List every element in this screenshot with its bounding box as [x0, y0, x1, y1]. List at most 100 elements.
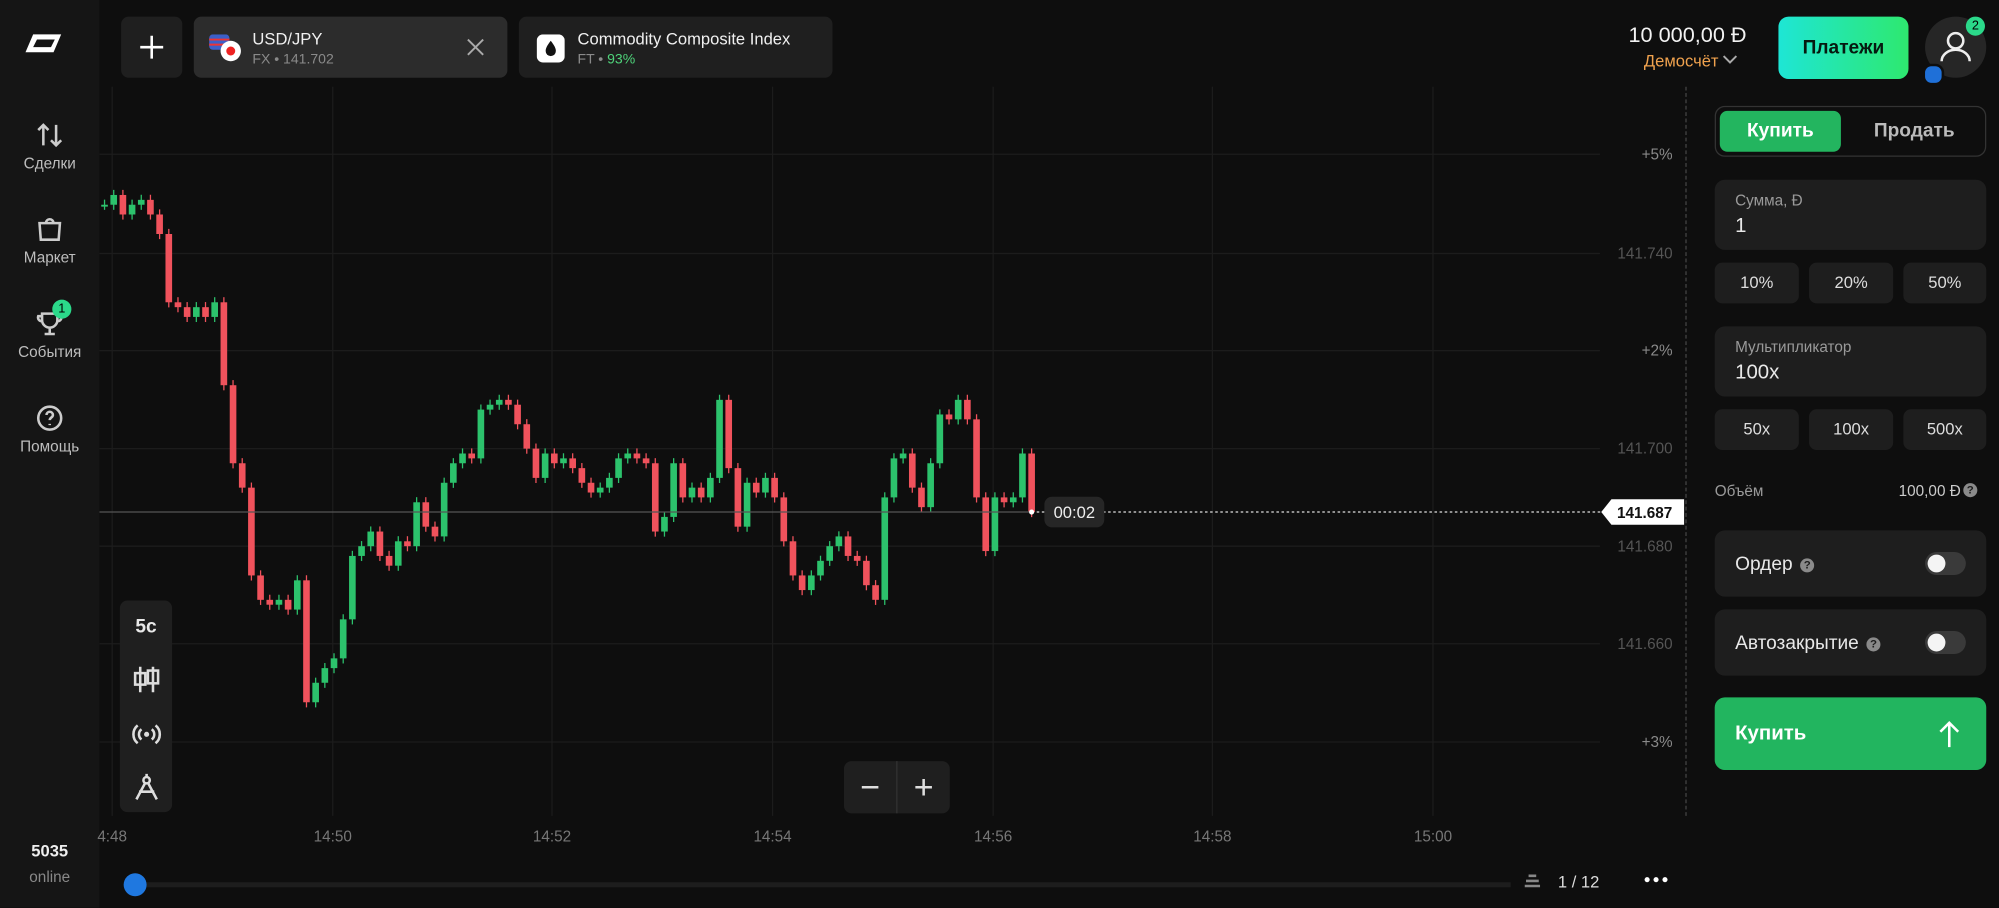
online-label: online — [29, 868, 71, 887]
candle-body — [936, 414, 944, 464]
x-tick-label: 14:54 — [753, 828, 792, 845]
candle-body — [624, 453, 632, 459]
candle-body — [569, 458, 576, 469]
multiplier-field[interactable]: Мультипликатор 100x — [1714, 326, 1987, 397]
account-mode[interactable]: Демосчёт — [1643, 50, 1719, 71]
chip[interactable]: 100x — [1809, 409, 1894, 451]
chart-tools: 5с — [119, 600, 173, 813]
candle-body — [927, 463, 934, 508]
scroll-handle[interactable] — [123, 873, 147, 897]
candle-body — [954, 399, 962, 420]
candle-body — [771, 477, 778, 498]
candle-body — [844, 536, 852, 556]
autoclose-label-wrap: Автозакрытие? — [1735, 632, 1881, 655]
candle-body — [918, 487, 925, 508]
candle-body — [560, 458, 567, 464]
drawing-button[interactable] — [131, 771, 162, 802]
candle-body — [238, 463, 246, 488]
chip[interactable]: 50% — [1903, 262, 1987, 304]
timeframe-button[interactable]: 5с — [135, 615, 157, 638]
nav-help[interactable]: Помощь — [0, 403, 99, 455]
candle-body — [908, 453, 916, 488]
x-tick-label: 14:56 — [974, 828, 1012, 845]
y-tick-label: 141.740 — [1617, 246, 1672, 263]
tab-subtitle: FX • 141.702 — [252, 52, 334, 68]
multiplier-label: Мультипликатор — [1735, 337, 1852, 356]
events-badge: 1 — [52, 299, 72, 319]
amount-field[interactable]: Сумма, Đ 1 — [1714, 179, 1987, 250]
autoclose-toggle[interactable] — [1925, 631, 1966, 655]
price-tag — [1601, 499, 1685, 525]
chip[interactable]: 50x — [1714, 409, 1799, 451]
candle-body — [587, 482, 595, 493]
nav-market[interactable]: Маркет — [0, 214, 99, 266]
candle-body — [422, 502, 430, 527]
candle-body — [991, 497, 999, 552]
autoclose-row: Автозакрытие? — [1714, 609, 1987, 676]
candle-body — [1000, 497, 1008, 503]
candle-body — [615, 458, 622, 478]
status-dot — [1922, 63, 1945, 86]
chip[interactable]: 20% — [1809, 262, 1894, 304]
candle-body — [633, 453, 641, 459]
tab-subtitle: FT • 93% — [578, 52, 636, 67]
chip[interactable]: 10% — [1714, 262, 1799, 304]
candle-body — [431, 526, 439, 537]
payments-button[interactable]: Платежи — [1778, 16, 1909, 80]
candle-body — [808, 575, 815, 591]
candle-body — [863, 560, 870, 586]
candle-body — [789, 541, 797, 576]
commodity-icon — [536, 34, 565, 63]
nav-label: Помощь — [20, 437, 80, 456]
volume-label: Объём — [1714, 481, 1764, 500]
candle-body — [596, 487, 604, 493]
candle-body — [385, 555, 393, 566]
buy-button[interactable]: Купить — [1714, 697, 1987, 771]
nav-events[interactable]: События — [0, 309, 99, 361]
candle-body — [468, 453, 476, 459]
candle-body — [899, 453, 907, 459]
more-button[interactable] — [1642, 872, 1670, 887]
candle-body — [128, 204, 136, 215]
order-label-wrap: Ордер? — [1735, 553, 1815, 575]
candle-body — [826, 546, 834, 561]
help-icon[interactable]: ? — [1800, 558, 1815, 573]
zoom-in[interactable] — [898, 761, 950, 813]
order-toggle[interactable] — [1925, 552, 1966, 575]
indicators-button[interactable] — [131, 719, 162, 750]
candle-body — [321, 668, 329, 683]
sell-tab[interactable]: Продать — [1873, 119, 1955, 142]
tab-market: FT • — [577, 52, 608, 68]
nav-deals[interactable]: Сделки — [0, 120, 99, 172]
pager: 1 / 12 — [1557, 872, 1600, 892]
candle-body — [1009, 497, 1017, 503]
autoclose-label: Автозакрытие — [1735, 632, 1859, 655]
candle-body — [137, 199, 145, 205]
add-tab-button[interactable] — [121, 16, 183, 78]
candle-body — [707, 477, 714, 498]
candle-body — [284, 599, 292, 610]
payout-label: +5% — [1642, 146, 1673, 163]
help-icon[interactable]: ? — [1866, 637, 1881, 652]
chart-type-button[interactable] — [131, 664, 162, 695]
help-icon[interactable]: ? — [1963, 483, 1978, 498]
candle-body — [945, 414, 953, 420]
candle-body — [293, 580, 301, 610]
buy-tab[interactable]: Купить — [1719, 110, 1841, 152]
arrow-up — [1939, 721, 1960, 748]
candle-body — [670, 463, 677, 517]
candle-body — [523, 424, 531, 449]
candle-body — [156, 214, 163, 234]
chip[interactable]: 500x — [1903, 409, 1987, 451]
candle-body — [550, 453, 558, 464]
candle-body — [725, 399, 733, 469]
close-tab[interactable] — [467, 38, 485, 56]
tab-commodity[interactable]: Commodity Composite Index FT • 93% — [518, 16, 833, 78]
candle-body — [606, 477, 613, 488]
multiplier-value: 100x — [1735, 362, 1780, 384]
candle-body — [450, 463, 457, 483]
tab-usdjpy[interactable]: USD/JPY FX • 141.702 — [193, 16, 508, 78]
candle-body — [1028, 453, 1035, 513]
zoom-out[interactable] — [844, 761, 896, 813]
